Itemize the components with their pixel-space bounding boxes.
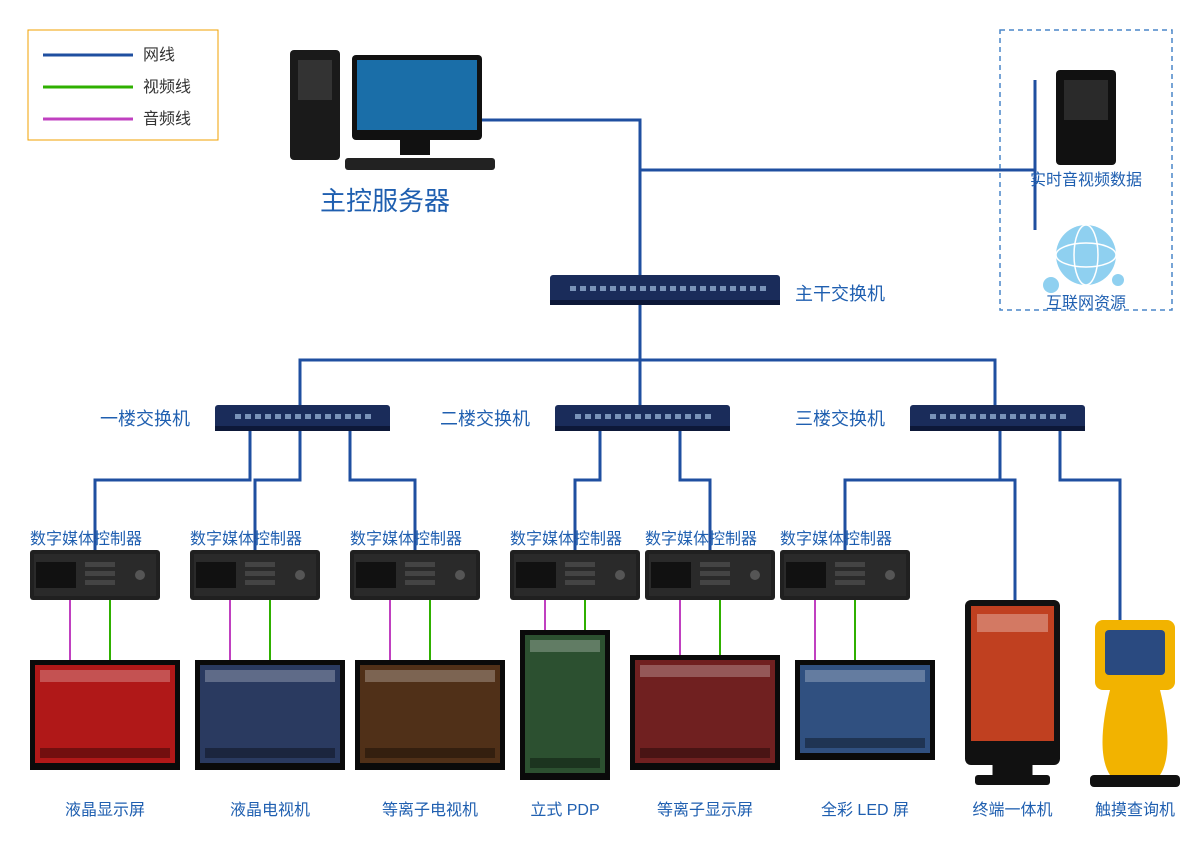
network-diagram: 网线视频线音频线主控服务器 实时音视频数据互联网资源 主干交换机一楼交换机 二楼交换机… (0, 0, 1200, 860)
floor-switch-label: 三楼交换机 (795, 409, 885, 429)
floor-switch-label: 二楼交换机 (440, 409, 530, 429)
display-label: 全彩 LED 屏 (821, 801, 909, 819)
display-label: 立式 PDP (530, 801, 599, 819)
controller-label: 数字媒体控制器 (190, 530, 302, 548)
controller-label: 数字媒体控制器 (510, 530, 622, 548)
kiosk-label: 触摸查询机 (1095, 801, 1175, 819)
controller-label: 数字媒体控制器 (645, 530, 757, 548)
ext-label: 实时音视频数据 (1030, 171, 1142, 189)
server-label: 主控服务器 (320, 186, 450, 216)
globe-icon (1056, 225, 1116, 285)
floor-switch-label: 一楼交换机 (100, 409, 190, 429)
display-label: 液晶电视机 (230, 801, 310, 819)
controller-label: 数字媒体控制器 (780, 530, 892, 548)
kiosk-body-icon (1103, 690, 1168, 775)
display-label: 等离子电视机 (382, 801, 478, 819)
main-switch-label: 主干交换机 (795, 284, 885, 304)
legend-label: 网线 (143, 46, 175, 64)
ext-label: 互联网资源 (1046, 294, 1126, 312)
display-label: 液晶显示屏 (65, 801, 145, 819)
controller-label: 数字媒体控制器 (350, 530, 462, 548)
kiosk-label: 终端一体机 (972, 801, 1052, 819)
display-label: 等离子显示屏 (657, 801, 753, 819)
legend-label: 音频线 (143, 110, 191, 128)
controller-label: 数字媒体控制器 (30, 530, 142, 548)
legend-label: 视频线 (143, 78, 191, 96)
